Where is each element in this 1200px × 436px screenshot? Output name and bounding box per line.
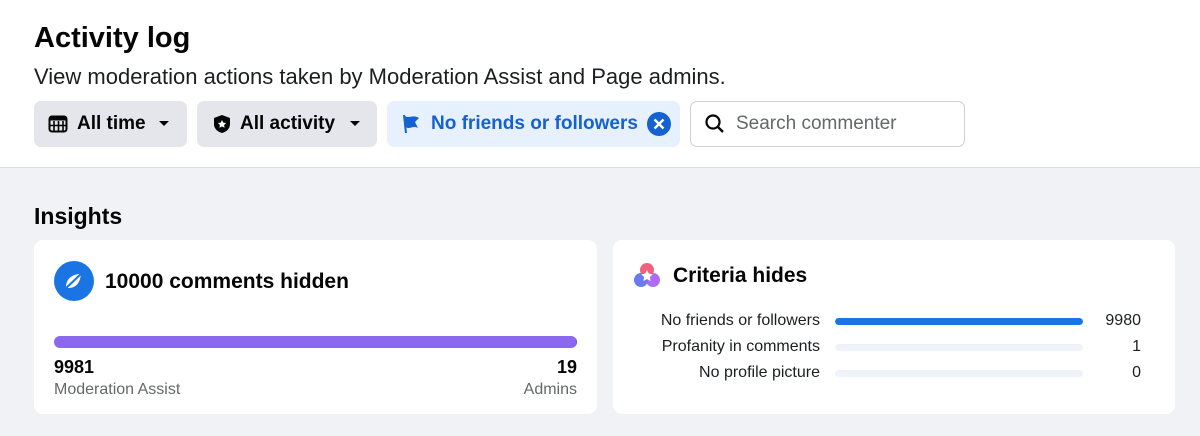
time-filter[interactable]: All time xyxy=(34,101,187,147)
search-placeholder: Search commenter xyxy=(736,113,897,134)
clear-filter[interactable] xyxy=(646,112,671,136)
criteria-value: 1 xyxy=(1132,338,1141,355)
card-title: 10000 comments hidden xyxy=(105,270,349,294)
moderation-count: 9981 xyxy=(54,357,95,377)
header: Activity log View moderation actions tak… xyxy=(0,0,1200,168)
moderation-label: Moderation Assist xyxy=(54,381,181,398)
admins-label: Admins xyxy=(523,381,577,398)
criteria-filter[interactable]: No friends or followers xyxy=(387,101,680,147)
admins-count: 19 xyxy=(556,357,577,377)
criteria-bar xyxy=(835,318,1083,325)
criteria-track xyxy=(835,344,1083,351)
activity-filter[interactable]: All activity xyxy=(197,101,377,147)
hidden-count: 10000 xyxy=(105,270,164,293)
page-title: Activity log xyxy=(34,22,191,54)
hidden-segment xyxy=(54,336,576,348)
filter-label: All time xyxy=(77,113,146,134)
criteria-track xyxy=(835,318,1083,325)
search-box[interactable]: Search commenter xyxy=(690,101,965,147)
criteria-label: No friends or followers xyxy=(660,312,820,329)
criteria-card: Criteria hides No friends or followers 99… xyxy=(613,240,1175,414)
criteria-label: Profanity in comments xyxy=(661,338,820,355)
section-title: Insights xyxy=(34,203,123,229)
filter-label: All activity xyxy=(240,113,336,134)
hidden-label: comments hidden xyxy=(169,270,349,293)
criteria-value: 9980 xyxy=(1105,312,1141,329)
card-title: Criteria hides xyxy=(673,264,808,287)
hidden-segment xyxy=(576,336,577,348)
hidden-bar-track xyxy=(54,336,577,348)
hidden-icon xyxy=(54,261,94,301)
criteria-icon xyxy=(634,263,660,287)
page-subtitle: View moderation actions taken by Moderat… xyxy=(34,64,726,89)
criteria-value: 0 xyxy=(1132,364,1141,381)
criteria-track xyxy=(835,370,1083,377)
filter-label: No friends or followers xyxy=(431,113,638,134)
criteria-label: No profile picture xyxy=(699,364,820,381)
hidden-card: 10000 comments hidden 9981 Moderation As… xyxy=(34,240,597,414)
